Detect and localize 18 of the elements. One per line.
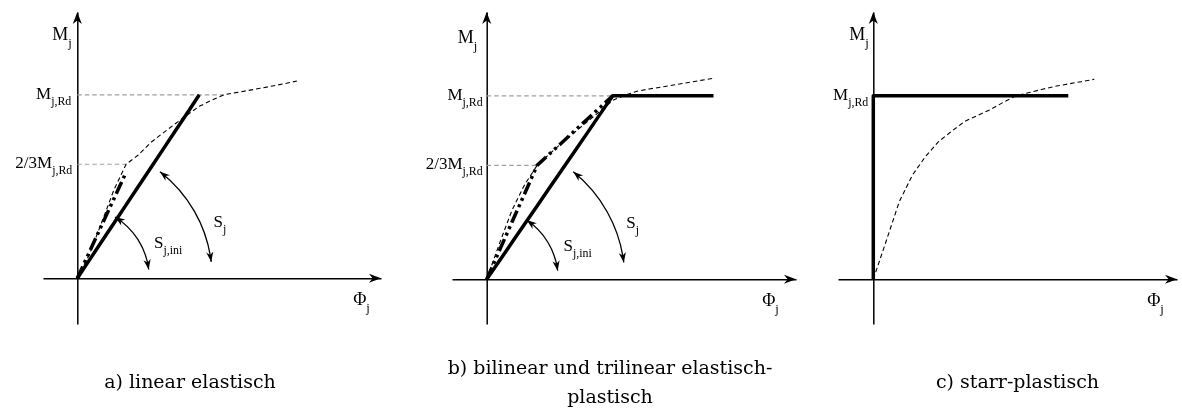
annotation: 2/3M$_{j,Rd}$	[15, 153, 73, 177]
x-axis-title: Φ$_{j}$	[353, 288, 370, 315]
annotation: M$_{j,Rd}$	[36, 83, 72, 108]
annotation: 2/3M$_{j,Rd}$	[425, 154, 483, 179]
x-axis-title: Φ$_{j}$	[762, 289, 779, 316]
y-axis-title: M$_{j}$	[849, 23, 869, 50]
x-axis-title: Φ$_{j}$	[1147, 289, 1164, 316]
annotation: S$_{j}$	[626, 213, 640, 237]
text: a) linear elastisch	[104, 370, 276, 392]
annotation: S$_{j}$	[213, 212, 227, 237]
y-axis-title: M$_{j}$	[457, 26, 478, 53]
annotation: M$_{j,Rd}$	[833, 84, 869, 109]
text: c) starr-plastisch	[935, 370, 1100, 392]
text: b) bilinear und trilinear elastisch-plastisch	[447, 355, 773, 407]
annotation: S$_{j,ini}$	[563, 235, 593, 260]
y-axis-title: M$_{j}$	[52, 23, 72, 50]
annotation: M$_{j,Rd}$	[447, 84, 483, 109]
annotation: S$_{j,ini}$	[154, 233, 184, 257]
